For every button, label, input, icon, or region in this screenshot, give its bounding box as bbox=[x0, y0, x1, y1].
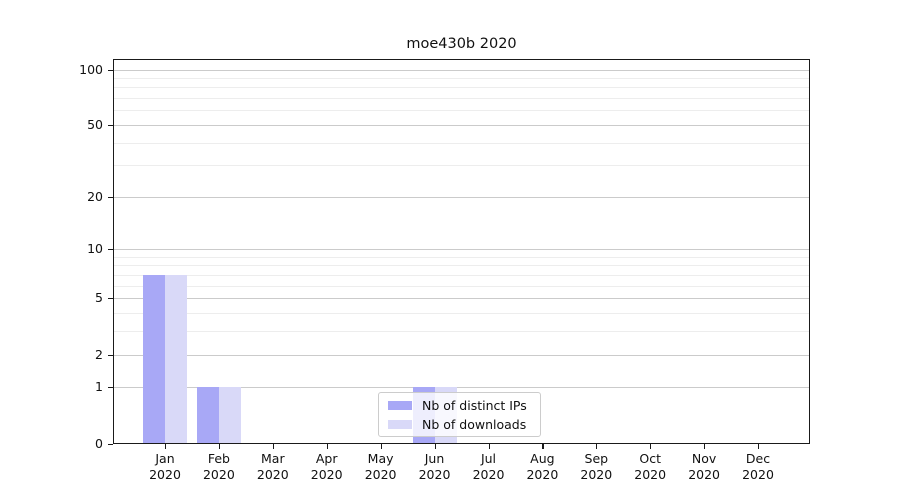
legend-row: Nb of distinct IPs bbox=[388, 398, 540, 413]
y-tick-mark bbox=[108, 124, 113, 127]
x-tick-label: Jul 2020 bbox=[459, 451, 519, 483]
x-tick-label: Dec 2020 bbox=[728, 451, 788, 483]
x-tick-year: 2020 bbox=[634, 467, 667, 482]
major-gridline bbox=[113, 69, 810, 71]
minor-gridline bbox=[113, 98, 810, 100]
x-tick-year: 2020 bbox=[310, 467, 343, 482]
x-tick-label: Feb 2020 bbox=[189, 451, 249, 483]
minor-gridline bbox=[113, 331, 810, 333]
minor-gridline bbox=[113, 256, 810, 258]
y-tick-mark bbox=[108, 249, 113, 251]
x-tick-month: Apr bbox=[315, 451, 338, 466]
x-tick-month: Dec bbox=[745, 451, 771, 466]
y-tick-mark bbox=[108, 443, 113, 445]
x-tick-month: Sep bbox=[584, 451, 609, 466]
x-tick-month: Oct bbox=[639, 451, 661, 466]
plot-frame bbox=[113, 59, 810, 444]
y-tick-label: 20 bbox=[87, 188, 103, 204]
minor-gridline bbox=[113, 87, 810, 89]
x-tick-label: Jan 2020 bbox=[135, 451, 195, 483]
x-tick-year: 2020 bbox=[202, 467, 235, 482]
x-tick-month: Aug bbox=[530, 451, 555, 466]
x-tick-month: Jan bbox=[155, 451, 175, 466]
minor-gridline bbox=[113, 77, 810, 79]
x-tick-year: 2020 bbox=[418, 467, 451, 482]
y-tick-label: 0 bbox=[95, 435, 103, 451]
x-tick-mark bbox=[704, 444, 706, 449]
x-tick-label: Sep 2020 bbox=[566, 451, 626, 483]
minor-gridline bbox=[113, 165, 810, 167]
x-tick-year: 2020 bbox=[256, 467, 289, 482]
x-tick-year: 2020 bbox=[149, 467, 181, 482]
x-tick-year: 2020 bbox=[526, 467, 559, 482]
y-tick-mark bbox=[108, 196, 113, 198]
x-tick-month: Nov bbox=[691, 451, 717, 466]
legend-swatch bbox=[388, 400, 412, 410]
minor-gridline bbox=[113, 142, 810, 144]
major-gridline bbox=[113, 387, 810, 389]
major-gridline bbox=[113, 196, 810, 198]
y-tick-mark bbox=[108, 354, 113, 356]
x-tick-mark bbox=[650, 444, 652, 449]
x-tick-year: 2020 bbox=[688, 467, 720, 482]
x-tick-label: Aug 2020 bbox=[512, 451, 572, 483]
x-tick-mark bbox=[272, 444, 274, 449]
legend-label: Nb of downloads bbox=[422, 416, 527, 432]
y-tick-label: 5 bbox=[95, 290, 103, 306]
x-tick-month: Mar bbox=[261, 451, 285, 466]
chart-title: moe430b 2020 bbox=[406, 36, 517, 52]
bar-nb-of-distinct-ips bbox=[143, 275, 165, 444]
x-tick-month: Jul bbox=[480, 451, 497, 466]
x-tick-month: May bbox=[367, 451, 394, 466]
x-tick-label: Oct 2020 bbox=[620, 451, 680, 483]
major-gridline bbox=[113, 124, 810, 126]
x-tick-mark bbox=[596, 444, 598, 449]
minor-gridline bbox=[113, 275, 810, 276]
bar-nb-of-distinct-ips bbox=[196, 387, 219, 444]
x-tick-mark bbox=[380, 444, 382, 449]
y-tick-label: 100 bbox=[79, 61, 103, 77]
y-tick-label: 2 bbox=[95, 346, 103, 362]
y-tick-label: 1 bbox=[95, 379, 103, 395]
x-tick-mark bbox=[488, 444, 490, 449]
x-tick-month: Feb bbox=[207, 451, 230, 466]
x-tick-month: Jun bbox=[424, 451, 445, 466]
legend-label: Nb of distinct IPs bbox=[422, 397, 527, 413]
x-tick-label: Apr 2020 bbox=[297, 451, 357, 483]
bar-nb-of-downloads bbox=[218, 387, 241, 444]
x-tick-mark bbox=[758, 444, 760, 449]
plot-area bbox=[113, 59, 810, 444]
x-tick-year: 2020 bbox=[472, 467, 505, 482]
x-tick-mark bbox=[542, 444, 544, 449]
major-gridline bbox=[113, 249, 810, 251]
x-tick-year: 2020 bbox=[742, 467, 774, 482]
y-tick-mark bbox=[108, 298, 113, 300]
y-tick-label: 50 bbox=[87, 116, 103, 132]
minor-gridline bbox=[113, 265, 810, 267]
x-tick-label: May 2020 bbox=[351, 451, 411, 483]
x-tick-year: 2020 bbox=[580, 467, 613, 482]
legend-swatch bbox=[388, 419, 412, 429]
legend: Nb of distinct IPs Nb of downloads bbox=[378, 392, 541, 437]
x-tick-label: Jun 2020 bbox=[405, 451, 465, 483]
x-tick-mark bbox=[326, 444, 328, 449]
y-tick-mark bbox=[108, 69, 113, 71]
x-tick-year: 2020 bbox=[364, 467, 397, 482]
minor-gridline bbox=[113, 285, 810, 287]
x-tick-mark bbox=[165, 444, 167, 449]
minor-gridline bbox=[113, 110, 810, 112]
y-tick-label: 10 bbox=[87, 241, 103, 257]
x-tick-label: Mar 2020 bbox=[243, 451, 303, 483]
bar-nb-of-downloads bbox=[165, 275, 187, 444]
x-tick-label: Nov 2020 bbox=[674, 451, 734, 483]
x-tick-mark bbox=[218, 444, 221, 449]
major-gridline bbox=[113, 298, 810, 300]
minor-gridline bbox=[113, 313, 810, 315]
y-tick-mark bbox=[108, 387, 113, 389]
x-tick-mark bbox=[434, 444, 436, 449]
major-gridline bbox=[113, 354, 810, 356]
legend-row: Nb of downloads bbox=[388, 417, 540, 432]
